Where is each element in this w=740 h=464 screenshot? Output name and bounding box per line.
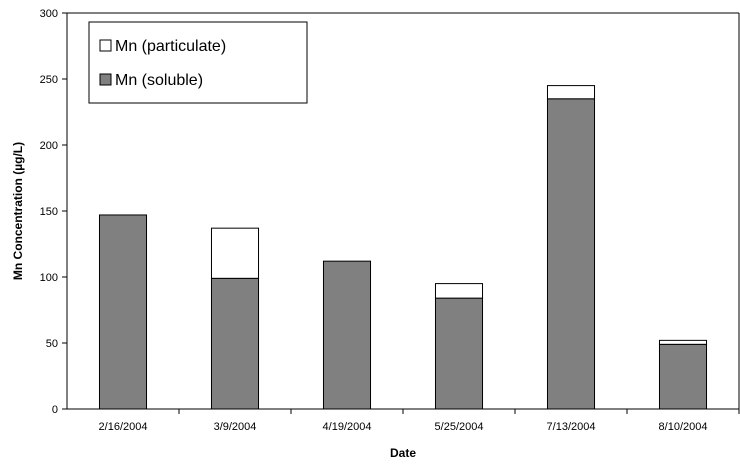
x-axis: 2/16/2004 3/9/2004 4/19/2004 5/25/2004 7/13/… [67,409,739,433]
legend-swatch-1 [100,40,111,51]
x-axis-title: Date [390,446,416,460]
legend-label-2: Mn (soluble) [115,72,203,89]
legend-label-1: Mn (particulate) [115,38,226,55]
x-tick-label-5: 7/13/2004 [547,421,596,433]
y-tick-label-100: 100 [40,272,58,284]
x-tick-label-6: 8/10/2004 [659,421,708,433]
bar-particulate-6 [659,340,706,344]
bar-soluble-3 [323,261,370,409]
bar-soluble-1 [99,215,146,409]
y-tick-label-250: 250 [40,74,58,86]
y-axis: 0 50 100 150 200 250 300 [40,8,67,416]
bar-soluble-2 [211,278,258,409]
legend: Mn (particulate) Mn (soluble) [89,22,307,103]
bar-particulate-2 [211,228,258,278]
y-axis-title: Mn Concentration (µg/L) [11,142,25,280]
x-tick-label-4: 5/25/2004 [435,421,484,433]
y-tick-label-300: 300 [40,8,58,20]
bar-particulate-5 [547,86,594,99]
y-tick-label-0: 0 [52,404,58,416]
y-tick-label-150: 150 [40,206,58,218]
y-tick-label-50: 50 [46,338,58,350]
y-tick-label-200: 200 [40,140,58,152]
x-tick-label-2: 3/9/2004 [214,421,257,433]
legend-box [89,22,307,103]
x-tick-label-3: 4/19/2004 [323,421,372,433]
bar-soluble-4 [435,298,482,409]
bar-particulate-4 [435,284,482,299]
bar-soluble-5 [547,99,594,409]
x-tick-label-1: 2/16/2004 [99,421,148,433]
legend-swatch-2 [100,74,111,85]
bar-soluble-6 [659,344,706,409]
